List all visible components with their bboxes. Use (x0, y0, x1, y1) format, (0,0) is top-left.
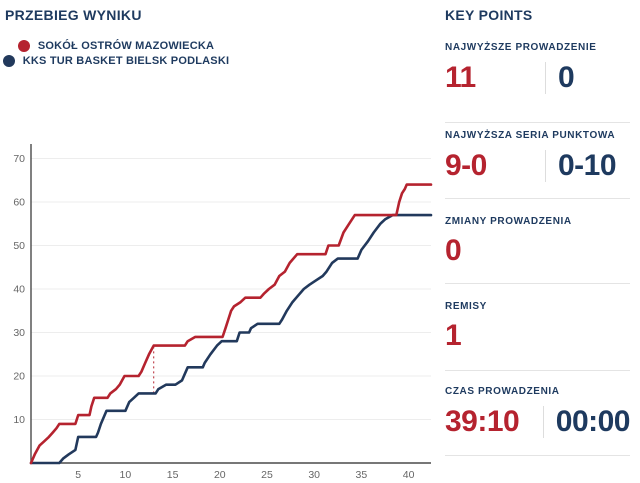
value-separator (542, 406, 544, 438)
key-point-value-away: 0 (558, 61, 575, 94)
chart-title: PRZEBIEG WYNIKU (5, 7, 142, 23)
y-tick-label: 60 (13, 197, 25, 209)
key-point-value-home: 1 (445, 319, 462, 352)
key-point-section: CZAS PROWADZENIA 39:10 00:00 (445, 386, 631, 438)
legend-team-name: SOKÓŁ OSTRÓW MAZOWIECKA (37, 40, 215, 52)
x-tick-label: 25 (261, 469, 273, 481)
y-tick-label: 40 (13, 284, 25, 296)
away-team-dot-icon (2, 55, 15, 67)
key-point-value-away: 00:00 (555, 405, 631, 438)
legend-item: SOKÓŁ OSTRÓW MAZOWIECKA (17, 40, 215, 52)
x-tick-label: 5 (75, 469, 81, 481)
y-tick-label: 20 (13, 371, 25, 383)
y-tick-label: 10 (13, 414, 25, 426)
x-tick-label: 40 (403, 469, 415, 481)
x-tick-label: 15 (167, 469, 179, 481)
legend-team-name: KKS TUR BASKET BIELSK PODLASKI (22, 55, 230, 67)
value-separator (545, 150, 546, 182)
section-divider (445, 283, 630, 284)
key-point-section: REMISY 1 (445, 301, 630, 351)
x-tick-label: 30 (308, 469, 320, 481)
section-divider (445, 370, 630, 371)
x-tick-label: 35 (356, 469, 368, 481)
x-tick-label: 10 (120, 469, 132, 481)
key-point-value-away: 0-10 (558, 149, 617, 182)
key-point-section: NAJWYŻSZA SERIA PUNKTOWA 9-0 0-10 (445, 130, 630, 182)
key-point-label: NAJWYŻSZE PROWADZENIE (445, 42, 597, 53)
key-point-section: ZMIANY PROWADZENIA 0 (445, 216, 630, 266)
key-point-value-home: 11 (445, 61, 476, 94)
key-points-title: KEY POINTS (445, 7, 533, 23)
section-divider (445, 122, 630, 123)
score-progress-chart: 10 20 30 40 50 60 70 5 10 15 20 25 30 35 40 (13, 144, 433, 481)
key-point-label: ZMIANY PROWADZENIA (445, 216, 572, 227)
y-tick-label: 70 (13, 153, 25, 165)
section-divider (445, 455, 630, 456)
value-separator (545, 62, 546, 94)
key-point-label: NAJWYŻSZA SERIA PUNKTOWA (445, 130, 616, 141)
key-point-value-home: 39:10 (445, 405, 520, 438)
x-tick-label: 20 (214, 469, 226, 481)
key-point-value-home: 0 (445, 234, 462, 267)
key-point-section: NAJWYŻSZE PROWADZENIE 11 0 (445, 42, 630, 94)
key-point-value-home: 9-0 (445, 149, 487, 182)
home-team-dot-icon (17, 40, 30, 52)
key-point-label: CZAS PROWADZENIA (445, 386, 560, 397)
away-team-score-line (29, 213, 433, 465)
y-tick-label: 50 (13, 240, 25, 252)
legend-item: KKS TUR BASKET BIELSK PODLASKI (2, 55, 230, 67)
y-tick-label: 30 (13, 327, 25, 339)
home-team-score-line (29, 183, 433, 465)
chart-legend: SOKÓŁ OSTRÓW MAZOWIECKA KKS TUR BASKET BI… (0, 40, 232, 67)
section-divider (445, 198, 630, 199)
key-point-label: REMISY (445, 301, 487, 312)
